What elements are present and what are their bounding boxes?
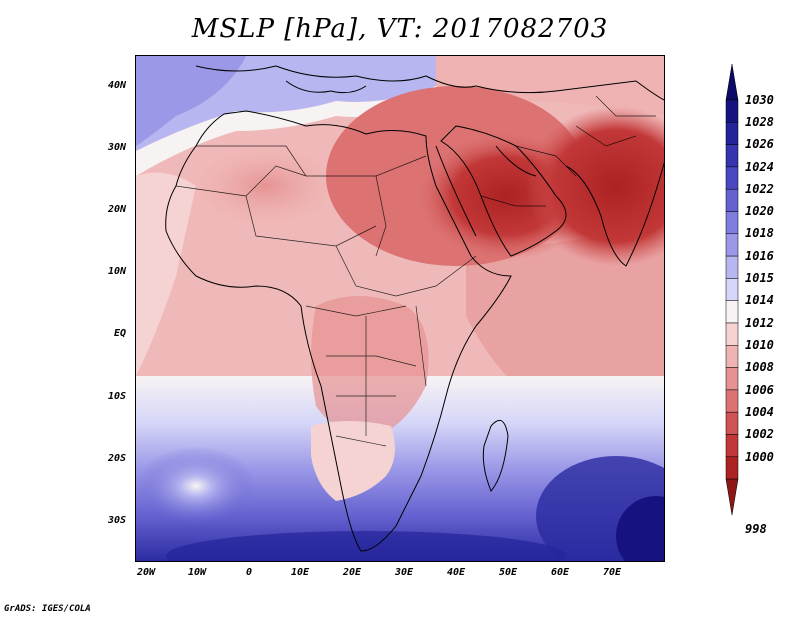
- colorbar-segment: [725, 278, 739, 301]
- lon-label-10w: 10W: [187, 567, 207, 578]
- central-africa-low: [311, 296, 429, 436]
- lon-label-70e: 70E: [602, 567, 622, 578]
- colorbar-label: 1000: [745, 450, 774, 464]
- lat-label-20n: 20N: [107, 204, 126, 215]
- colorbar-label: 1016: [745, 249, 774, 263]
- coastlines: [165, 65, 664, 552]
- lat-label-eq: EQ: [113, 328, 126, 339]
- mslp-field: [136, 56, 664, 561]
- colorbar-segment: [725, 322, 739, 346]
- colorbar-segment: [725, 188, 739, 212]
- colorbar-label: 1026: [745, 137, 774, 151]
- lon-label-50e: 50E: [498, 567, 518, 578]
- colorbar-label: 1030: [745, 93, 774, 107]
- map-title: MSLP [hPa], VT: 2017082703: [191, 14, 609, 44]
- colorbar-label: 1012: [745, 316, 774, 330]
- colorbar-label: 1004: [745, 405, 774, 419]
- lon-label-60e: 60E: [550, 567, 570, 578]
- south-indian-core: [616, 496, 664, 561]
- lat-label-20s: 20S: [107, 453, 126, 464]
- lon-label-0: 0: [245, 567, 253, 578]
- colorbar-label: 1015: [745, 271, 774, 285]
- southern-ocean-high: [166, 531, 566, 561]
- colorbar-segment: [725, 411, 739, 435]
- atlantic-high: [136, 56, 246, 146]
- footer-credit: GrADS: IGES/COLA: [4, 604, 91, 614]
- colorbar-label: 998: [745, 522, 767, 536]
- colorbar-label: 1008: [745, 360, 774, 374]
- colorbar-label: 1024: [745, 160, 774, 174]
- colorbar-segment: [725, 434, 739, 458]
- colorbar-segment: [725, 211, 739, 235]
- colorbar-label: 1010: [745, 338, 774, 352]
- west-atlantic-pale: [136, 172, 196, 376]
- colorbar-label: 1002: [745, 427, 774, 441]
- colorbar-segment: [725, 144, 739, 168]
- colorbar-segment: [725, 345, 739, 368]
- colorbar-segment: [725, 122, 739, 145]
- sahara-low: [186, 141, 346, 231]
- south-atlantic-high: [136, 446, 256, 526]
- colorbar-top-arrow: [725, 63, 739, 101]
- colorbar: [725, 63, 739, 516]
- colorbar-label: 1014: [745, 293, 774, 307]
- colorbar-label: 1028: [745, 115, 774, 129]
- colorbar-segment: [725, 99, 739, 123]
- lat-label-10s: 10S: [107, 391, 126, 402]
- lon-label-30e: 30E: [394, 567, 414, 578]
- north-white-band: [136, 86, 436, 176]
- lon-label-10e: 10E: [290, 567, 310, 578]
- colorbar-label: 1006: [745, 383, 774, 397]
- lon-label-20w: 20W: [136, 567, 156, 578]
- india-low: [526, 106, 664, 266]
- country-borders: [175, 95, 656, 447]
- colorbar-segment: [725, 233, 739, 257]
- colorbar-label: 1018: [745, 226, 774, 240]
- colorbar-segment: [725, 456, 739, 480]
- colorbar-bottom-arrow: [725, 478, 739, 516]
- lat-label-10n: 10N: [107, 266, 126, 277]
- colorbar-segment: [725, 367, 739, 391]
- indian-ocean-pink: [466, 226, 664, 416]
- lat-label-40n: 40N: [107, 80, 126, 91]
- lon-label-40e: 40E: [446, 567, 466, 578]
- lon-label-20e: 20E: [342, 567, 362, 578]
- mslp-map: [135, 55, 665, 562]
- lat-label-30s: 30S: [107, 515, 126, 526]
- colorbar-label: 1020: [745, 204, 774, 218]
- colorbar-label: 1022: [745, 182, 774, 196]
- north-east-pink: [436, 56, 664, 116]
- colorbar-segment: [725, 166, 739, 190]
- lat-label-30n: 30N: [107, 142, 126, 153]
- colorbar-segment: [725, 255, 739, 279]
- colorbar-segment: [725, 389, 739, 413]
- colorbar-segment: [725, 300, 739, 324]
